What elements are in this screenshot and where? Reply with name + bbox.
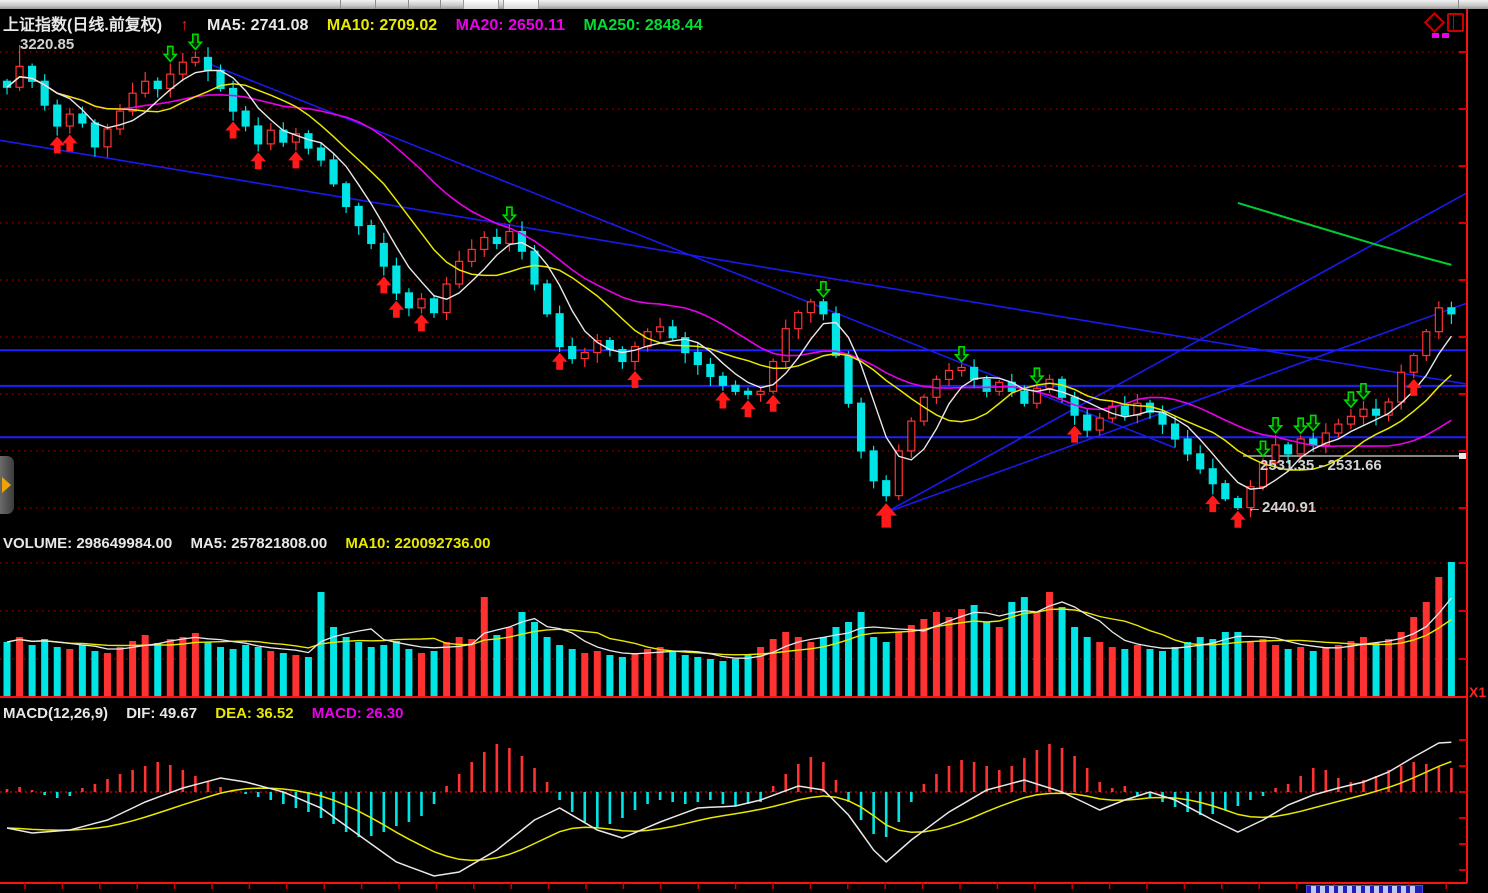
peak-price-label: 3220.85 (20, 36, 75, 53)
ma10-legend: MA10: 2709.02 (326, 17, 438, 34)
range-line-layer (1243, 452, 1468, 459)
selected-date-label-clipped (1306, 885, 1423, 893)
ma-lines-layer (6, 69, 1452, 490)
topbar-separator (408, 0, 409, 9)
ma250-legend: MA250: 2848.44 (583, 17, 703, 34)
ma5-legend: MA5: 2741.08 (207, 17, 309, 34)
split-window-icon[interactable] (1447, 13, 1464, 32)
volume-layer (3, 562, 1455, 697)
ma20-legend: MA20: 2650.11 (455, 17, 566, 34)
topbar-separator (1458, 0, 1459, 9)
candlestick-layer (2, 45, 1456, 518)
macd-value: MACD: 26.30 (311, 705, 404, 722)
low-price-label: ←2440.91 (1247, 499, 1317, 516)
split-divider (1453, 15, 1454, 30)
x1-zoom-label: X1 (1469, 684, 1487, 700)
topbar-button-edge (503, 0, 539, 9)
volume-ma10-value: MA10: 220092736.00 (345, 535, 491, 552)
magenta-marker-icon (1442, 33, 1449, 38)
macd-header: MACD(12,26,9) DIF: 49.67 DEA: 36.52 MACD… (3, 705, 418, 722)
topbar-separator (340, 0, 341, 9)
topbar-separator (375, 0, 376, 9)
clipped-date-text (1311, 886, 1417, 893)
macd-layer (5, 741, 1453, 877)
dif-value: DIF: 49.67 (126, 705, 198, 722)
diamond-marker-icon[interactable] (1423, 11, 1446, 34)
macd-params: MACD(12,26,9) (3, 705, 109, 722)
magenta-marker-icon (1432, 33, 1439, 38)
range-price-label: 2531.35 - 2531.66 (1260, 457, 1382, 474)
expand-arrow-icon (2, 477, 11, 493)
symbol-title: 上证指数(日线.前复权) (3, 17, 163, 34)
signal-arrows-layer (49, 33, 1422, 528)
sidebar-expand-handle[interactable] (0, 456, 14, 514)
chart-corner-tools (1423, 11, 1466, 40)
volume-ma5-value: MA5: 257821808.00 (190, 535, 328, 552)
topbar-separator (440, 0, 441, 9)
dea-value: DEA: 36.52 (215, 705, 294, 722)
topbar-button-edge (463, 0, 499, 9)
axes-layer (0, 9, 1468, 889)
main-chart-header: 上证指数(日线.前复权) ↑ MA5: 2741.08 MA10: 2709.0… (3, 11, 717, 35)
volume-value: VOLUME: 298649984.00 (3, 535, 173, 552)
volume-header: VOLUME: 298649984.00 MA5: 257821808.00 M… (3, 535, 504, 552)
up-arrow-icon: ↑ (180, 17, 189, 34)
